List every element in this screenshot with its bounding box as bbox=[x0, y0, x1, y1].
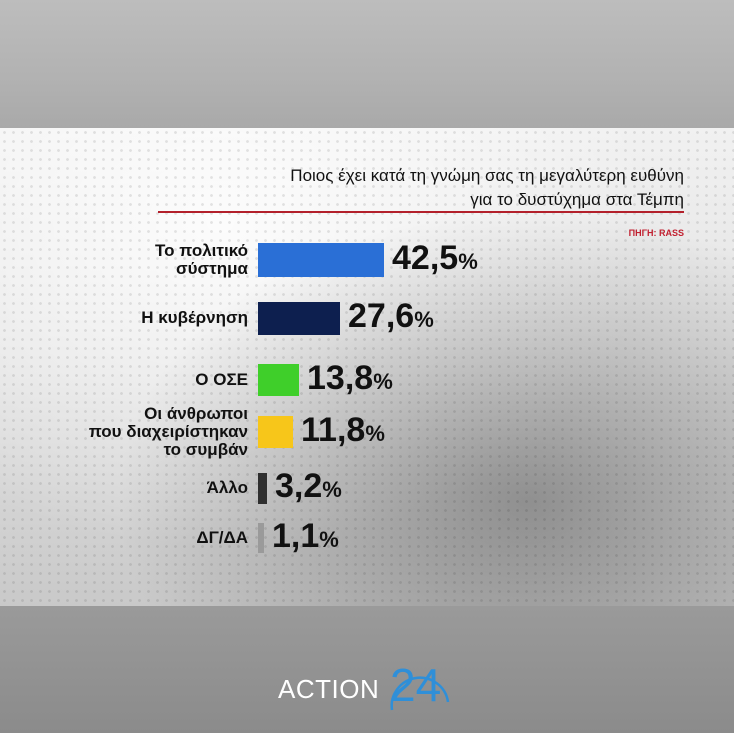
value-number: 1,1 bbox=[272, 517, 320, 555]
value-number: 3,2 bbox=[275, 467, 323, 505]
value-number: 27,6 bbox=[348, 297, 415, 335]
value-label: 3,2% bbox=[275, 468, 342, 504]
bar bbox=[258, 364, 299, 396]
chart-panel bbox=[0, 128, 734, 606]
value-number: 13,8 bbox=[307, 359, 374, 397]
top-band bbox=[0, 0, 734, 128]
action24-logo: ACTION 24 bbox=[278, 658, 468, 718]
value-percent-sign: % bbox=[414, 307, 434, 332]
bar bbox=[258, 523, 264, 553]
value-percent-sign: % bbox=[322, 477, 342, 502]
category-label: Η κυβέρνηση bbox=[8, 309, 248, 327]
category-label: Το πολιτικό σύστημα bbox=[8, 242, 248, 278]
category-label-line: Το πολιτικό bbox=[155, 241, 248, 260]
category-label-line: ΔΓ/ΔΑ bbox=[196, 528, 248, 547]
category-label-line: Άλλο bbox=[206, 478, 248, 497]
value-label: 13,8% bbox=[307, 360, 393, 396]
value-number: 42,5 bbox=[392, 239, 459, 277]
category-label-line: που διαχειρίστηκαν bbox=[88, 422, 248, 441]
value-label: 1,1% bbox=[272, 518, 339, 554]
title-underline bbox=[158, 211, 684, 213]
source-label: ΠΗΓΗ: RASS bbox=[628, 228, 684, 238]
logo-text: ACTION bbox=[278, 674, 380, 704]
chart-title-line-1: Ποιος έχει κατά τη γνώμη σας τη μεγαλύτε… bbox=[290, 166, 684, 185]
category-label-line: σύστημα bbox=[176, 259, 248, 278]
bar bbox=[258, 301, 340, 335]
chart-title-line-2: για το δυστύχημα στα Τέμπη bbox=[470, 190, 684, 209]
value-label: 11,8% bbox=[301, 412, 385, 448]
value-label: 42,5% bbox=[392, 240, 478, 276]
chart-title: Ποιος έχει κατά τη γνώμη σας τη μεγαλύτε… bbox=[124, 164, 684, 212]
logo-number: 24 bbox=[390, 659, 442, 711]
category-label-line: το συμβάν bbox=[163, 440, 248, 459]
category-label: Ο ΟΣΕ bbox=[8, 371, 248, 389]
category-label: ΔΓ/ΔΑ bbox=[8, 529, 248, 547]
bar bbox=[258, 416, 293, 448]
value-percent-sign: % bbox=[365, 421, 385, 446]
value-percent-sign: % bbox=[319, 527, 339, 552]
category-label-line: Η κυβέρνηση bbox=[141, 308, 248, 327]
halftone-background bbox=[0, 128, 734, 606]
category-label-line: Οι άνθρωποι bbox=[144, 404, 248, 423]
value-percent-sign: % bbox=[458, 249, 478, 274]
bar bbox=[258, 472, 267, 504]
logo-arc-icon bbox=[390, 676, 450, 711]
category-label: Οι άνθρωποι που διαχειρίστηκαν το συμβάν bbox=[8, 405, 248, 459]
value-percent-sign: % bbox=[373, 369, 393, 394]
value-number: 11,8 bbox=[301, 411, 366, 449]
bottom-band bbox=[0, 606, 734, 733]
value-label: 27,6% bbox=[348, 298, 434, 334]
category-label: Άλλο bbox=[8, 479, 248, 497]
category-label-line: Ο ΟΣΕ bbox=[195, 370, 248, 389]
bar bbox=[258, 243, 384, 277]
